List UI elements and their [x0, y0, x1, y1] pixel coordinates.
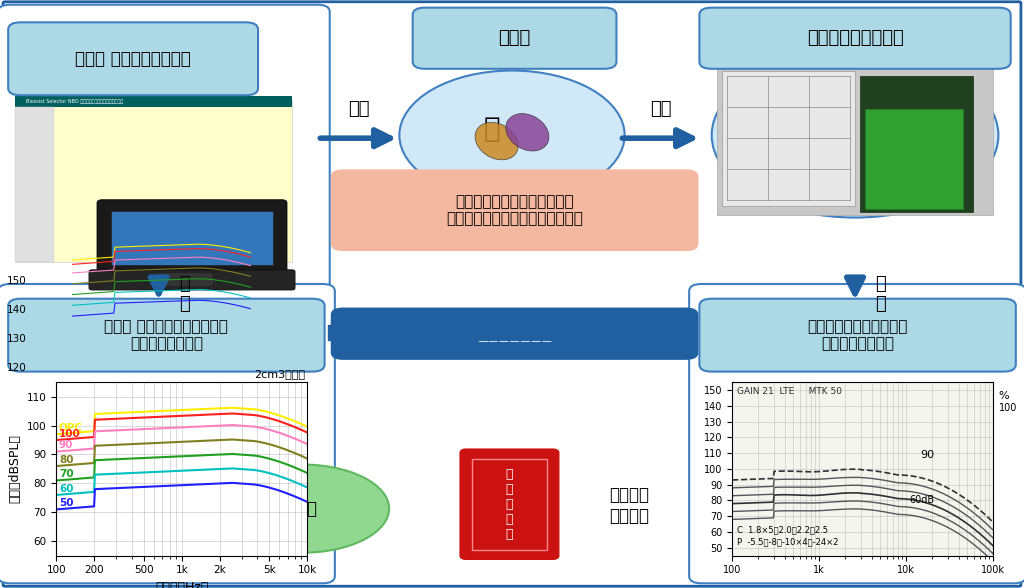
FancyBboxPatch shape: [717, 62, 993, 215]
Text: 実際の値
「正確」: 実際の値 「正確」: [609, 486, 649, 525]
Text: 130: 130: [6, 334, 27, 344]
FancyBboxPatch shape: [860, 76, 973, 212]
FancyBboxPatch shape: [157, 274, 212, 285]
Text: 60: 60: [59, 483, 74, 493]
Text: 似て非なるもの: 似て非なるもの: [477, 325, 552, 343]
Text: 調整: 調整: [348, 100, 369, 118]
FancyBboxPatch shape: [111, 211, 273, 265]
Y-axis label: 出力（dBSPL）: 出力（dBSPL）: [8, 435, 22, 503]
FancyBboxPatch shape: [461, 450, 558, 559]
Text: OPC: OPC: [59, 423, 83, 433]
FancyBboxPatch shape: [15, 96, 292, 107]
Ellipse shape: [506, 113, 549, 151]
Ellipse shape: [215, 465, 389, 553]
Text: 140: 140: [6, 305, 27, 315]
Text: 2cm3カプラ: 2cm3カプラ: [254, 369, 305, 379]
Circle shape: [712, 53, 998, 218]
FancyBboxPatch shape: [15, 100, 292, 262]
FancyBboxPatch shape: [865, 109, 963, 209]
Text: 理論値: 理論値: [287, 500, 317, 517]
Text: 補聴器 調整ソフトウェアでの
補聴器周波数特性: 補聴器 調整ソフトウェアでの 補聴器周波数特性: [104, 319, 228, 352]
Text: 補聴器の感度低下（故障）は
特性試験装置でなければ判らない: 補聴器の感度低下（故障）は 特性試験装置でなければ判らない: [446, 194, 583, 226]
Text: 補聴器: 補聴器: [499, 29, 530, 47]
FancyBboxPatch shape: [328, 325, 691, 340]
Text: 測定: 測定: [650, 100, 671, 118]
FancyBboxPatch shape: [0, 284, 335, 583]
FancyBboxPatch shape: [3, 2, 1021, 586]
Text: P  -5.5、-8、-10×4、-24×2: P -5.5、-8、-10×4、-24×2: [737, 537, 839, 546]
Text: C  1.8×5、2.0、2.2、2.5: C 1.8×5、2.0、2.2、2.5: [737, 525, 828, 534]
FancyBboxPatch shape: [699, 8, 1011, 69]
FancyBboxPatch shape: [0, 5, 330, 289]
Text: 150: 150: [6, 276, 27, 286]
FancyBboxPatch shape: [8, 22, 258, 95]
Text: 70: 70: [59, 469, 74, 479]
Text: 印
刷: 印 刷: [179, 275, 189, 313]
FancyBboxPatch shape: [413, 8, 616, 69]
Text: %: %: [998, 391, 1009, 401]
FancyBboxPatch shape: [331, 169, 698, 251]
Text: Biossist Selector NBO ネットワーク版（クライアント）: Biossist Selector NBO ネットワーク版（クライアント）: [26, 99, 123, 104]
Circle shape: [399, 71, 625, 200]
Text: 100: 100: [59, 429, 81, 439]
FancyBboxPatch shape: [8, 299, 325, 372]
Text: 90: 90: [59, 440, 74, 450]
Text: 印
刷: 印 刷: [876, 275, 886, 313]
Text: 50: 50: [59, 498, 74, 508]
Text: GAIN 21  LTE     MTK 50: GAIN 21 LTE MTK 50: [737, 387, 843, 396]
FancyBboxPatch shape: [89, 270, 295, 290]
FancyBboxPatch shape: [97, 200, 287, 276]
Text: 90: 90: [921, 450, 934, 460]
Text: 100: 100: [998, 403, 1017, 413]
Text: 60dB: 60dB: [909, 495, 935, 505]
Text: 補聴器特性試験装置での
補聴器周波数特性: 補聴器特性試験装置での 補聴器周波数特性: [807, 319, 908, 352]
Text: 120: 120: [6, 363, 27, 373]
Text: 80: 80: [59, 455, 74, 465]
X-axis label: 周波数（Hz）: 周波数（Hz）: [155, 581, 209, 588]
FancyBboxPatch shape: [331, 308, 698, 360]
Text: 補
聴
器
販
売: 補 聴 器 販 売: [506, 467, 513, 541]
FancyBboxPatch shape: [722, 71, 855, 206]
Text: 補聴器特性試験装置: 補聴器特性試験装置: [807, 29, 903, 47]
Text: 🎵: 🎵: [483, 115, 500, 143]
Text: 補聴器 調整ソフトウェア: 補聴器 調整ソフトウェア: [75, 50, 191, 68]
Ellipse shape: [475, 122, 518, 160]
FancyBboxPatch shape: [15, 107, 54, 262]
FancyBboxPatch shape: [689, 284, 1024, 583]
FancyBboxPatch shape: [699, 299, 1016, 372]
